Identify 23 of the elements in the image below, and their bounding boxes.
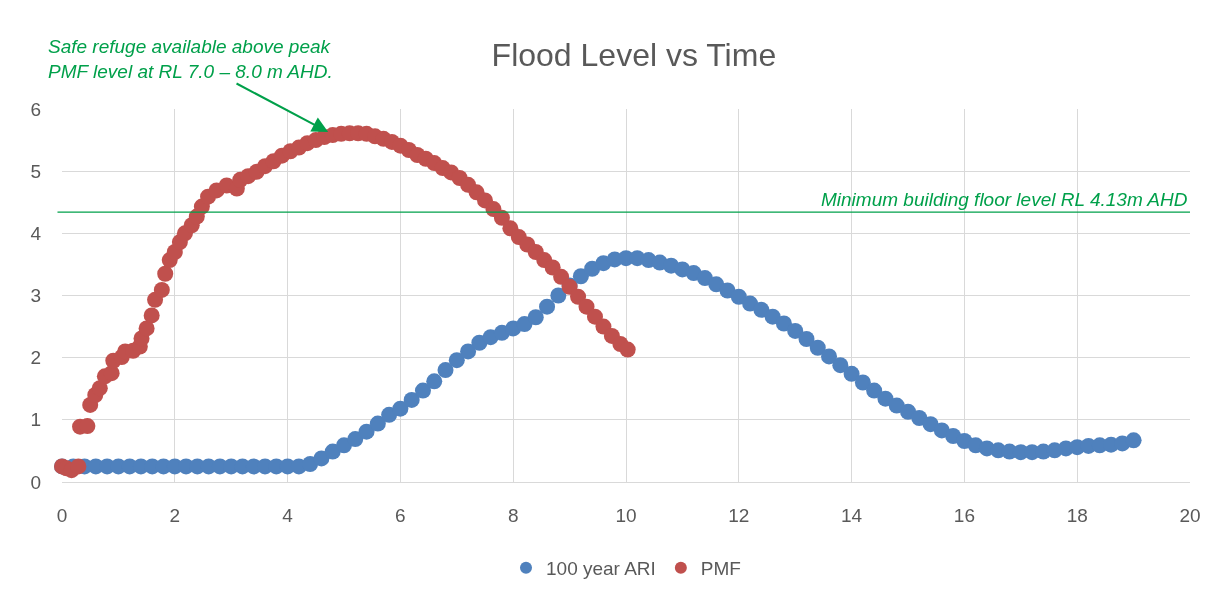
y-tick-label: 5 [30,160,41,182]
x-tick-label: 10 [615,504,637,526]
x-tick-label: 20 [1179,504,1201,526]
x-tick-label: 16 [953,504,975,526]
y-tick-label: 3 [30,285,41,307]
annotation: Safe refuge available above peak PMF level at RL 7.0 – 8.0 m AHD. [48,36,333,82]
legend-label: 100 year ARI [546,558,656,580]
x-tick-label: 8 [507,504,519,526]
x-tick-label: 4 [282,504,294,526]
chart-title: Flood Level vs Time [491,37,777,74]
x-tick-label: 2 [169,504,181,526]
x-tick-label: 12 [728,504,750,526]
x-tick-label: 18 [1066,504,1088,526]
x-tick-label: 6 [395,504,406,526]
x-tick-label: 0 [56,504,68,526]
y-tick-label: 4 [30,222,42,244]
y-tick-label: 6 [30,98,41,120]
legend-label: PMF [700,558,741,580]
y-tick-label: 0 [30,471,41,493]
y-tick-label: 1 [30,409,41,431]
ref-line-label: Minimum building floor level RL 4.13m AHD [821,189,1188,210]
x-tick-label: 14 [841,504,863,526]
y-tick-label: 2 [30,347,41,369]
